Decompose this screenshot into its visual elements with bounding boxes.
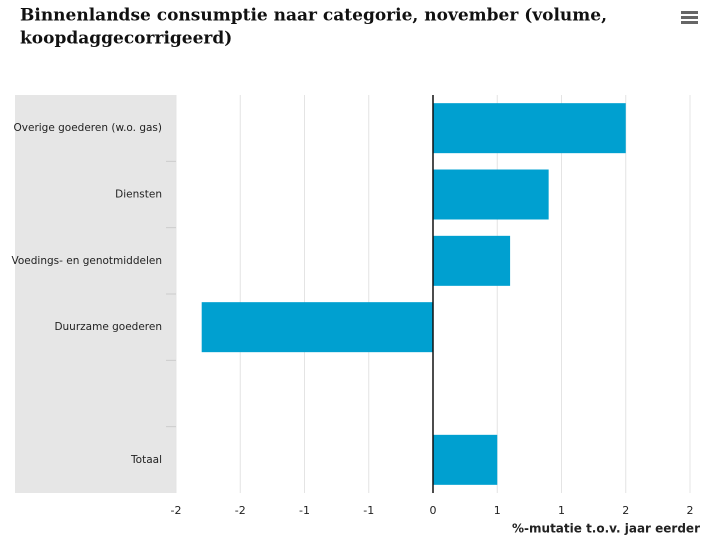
menu-icon[interactable] bbox=[681, 21, 698, 24]
category-panel bbox=[15, 95, 176, 493]
x-tick-label: 0 bbox=[430, 504, 437, 517]
menu-button[interactable] bbox=[681, 11, 698, 24]
menu-icon[interactable] bbox=[681, 11, 698, 14]
y-tick-label: Duurzame goederen bbox=[54, 321, 162, 333]
chart-title: koopdaggecorrigeerd) bbox=[20, 29, 232, 49]
x-tick-label: 1 bbox=[494, 504, 501, 517]
x-tick-label: 2 bbox=[687, 504, 694, 517]
chart-title: Binnenlandse consumptie naar categorie, … bbox=[20, 6, 607, 26]
x-tick-label: -1 bbox=[299, 504, 310, 517]
x-axis-title: %-mutatie t.o.v. jaar eerder bbox=[512, 522, 700, 536]
bar bbox=[201, 302, 433, 353]
y-tick-label: Totaal bbox=[130, 454, 162, 466]
x-tick-label: -2 bbox=[171, 504, 182, 517]
bar bbox=[433, 169, 549, 220]
bar bbox=[433, 103, 626, 154]
y-tick-label: Voedings- en genotmiddelen bbox=[12, 255, 163, 267]
menu-icon[interactable] bbox=[681, 16, 698, 19]
y-tick-label: Overige goederen (w.o. gas) bbox=[14, 122, 163, 134]
x-tick-label: -2 bbox=[235, 504, 246, 517]
x-tick-label: 1 bbox=[558, 504, 565, 517]
bar bbox=[433, 235, 511, 286]
bar bbox=[433, 434, 498, 485]
y-tick-label: Diensten bbox=[115, 189, 162, 201]
x-tick-label: -1 bbox=[363, 504, 374, 517]
x-tick-label: 2 bbox=[622, 504, 629, 517]
